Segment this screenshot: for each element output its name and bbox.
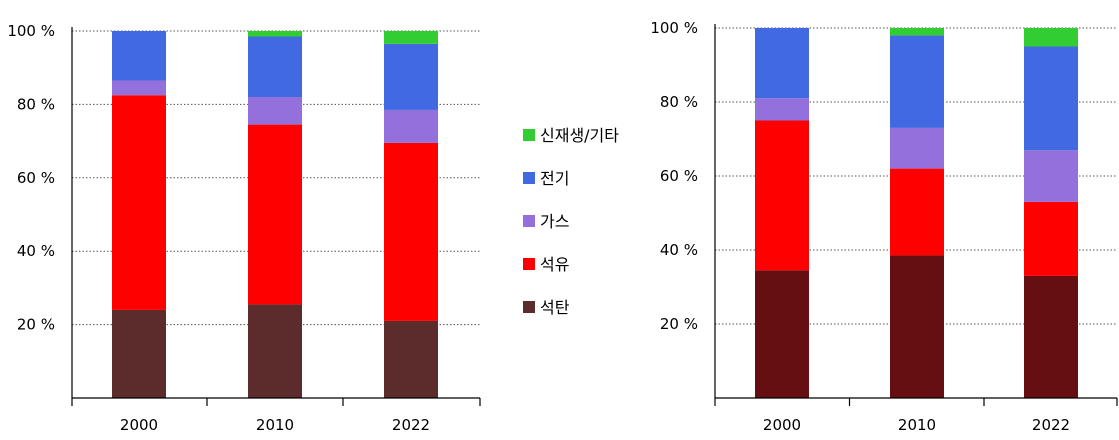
- bar-segment: [112, 309, 166, 398]
- bar-segment: [890, 127, 944, 169]
- legend-label: 석탄: [540, 298, 570, 317]
- legend-swatch: [523, 258, 535, 270]
- bar-segment: [248, 36, 302, 98]
- stacked-bar-chart-1: 20 % 40 % 60 % 80 % 100 % 2000 2010 2022: [7, 22, 481, 434]
- bar-segment: [1024, 201, 1078, 276]
- bar-segment: [1024, 275, 1078, 398]
- y-tick-label: 80 %: [17, 95, 55, 113]
- bar-segment: [112, 95, 166, 310]
- x-tick-label: 2022: [392, 416, 430, 434]
- legend-swatch: [523, 215, 535, 227]
- bar-segment: [1024, 28, 1078, 47]
- bar-segment: [384, 31, 438, 44]
- bar-segment: [755, 270, 809, 398]
- legend-label: 석유: [540, 255, 569, 274]
- bar-segment: [755, 98, 809, 121]
- legend-label: 신재생/기타: [540, 126, 619, 145]
- y-tick-label: 40 %: [17, 242, 55, 260]
- bar-segment: [755, 28, 809, 99]
- bar-segment: [755, 120, 809, 271]
- y-tick-label: 20 %: [660, 315, 698, 333]
- x-tick-label: 2010: [898, 416, 936, 434]
- y-tick-label: 60 %: [17, 169, 55, 187]
- bar-segment: [890, 255, 944, 398]
- bar-segment: [248, 304, 302, 398]
- y-tick-label: 60 %: [660, 167, 698, 185]
- legend-swatch: [523, 301, 535, 313]
- bar-segment: [384, 142, 438, 321]
- y-tick-label: 80 %: [660, 93, 698, 111]
- bar-segment: [112, 31, 166, 81]
- bar-segment: [112, 80, 166, 96]
- bar-segment: [890, 28, 944, 36]
- bar-segment: [890, 168, 944, 256]
- bar-segment: [384, 43, 438, 110]
- y-tick-label: 20 %: [17, 316, 55, 334]
- legend-swatch: [523, 129, 535, 141]
- bar-segment: [248, 31, 302, 37]
- legend-label: 가스: [540, 212, 569, 231]
- legend-swatch: [523, 172, 535, 184]
- bar-segment: [384, 109, 438, 143]
- x-tick-label: 2000: [763, 416, 801, 434]
- bar-segment: [384, 320, 438, 398]
- bar-segment: [1024, 150, 1078, 202]
- y-tick-label: 100 %: [7, 22, 55, 40]
- x-tick-label: 2000: [120, 416, 158, 434]
- x-tick-label: 2022: [1032, 416, 1070, 434]
- bar-segment: [890, 35, 944, 128]
- y-tick-label: 100 %: [650, 19, 698, 37]
- bar-segment: [248, 97, 302, 125]
- y-tick-label: 40 %: [660, 241, 698, 259]
- bar-segment: [248, 124, 302, 305]
- stacked-bar-chart-2: 20 % 40 % 60 % 80 % 100 % 2000 2010 2022: [650, 19, 1118, 434]
- x-tick-label: 2010: [256, 416, 294, 434]
- legend-label: 전기: [540, 169, 569, 188]
- bar-segment: [1024, 46, 1078, 151]
